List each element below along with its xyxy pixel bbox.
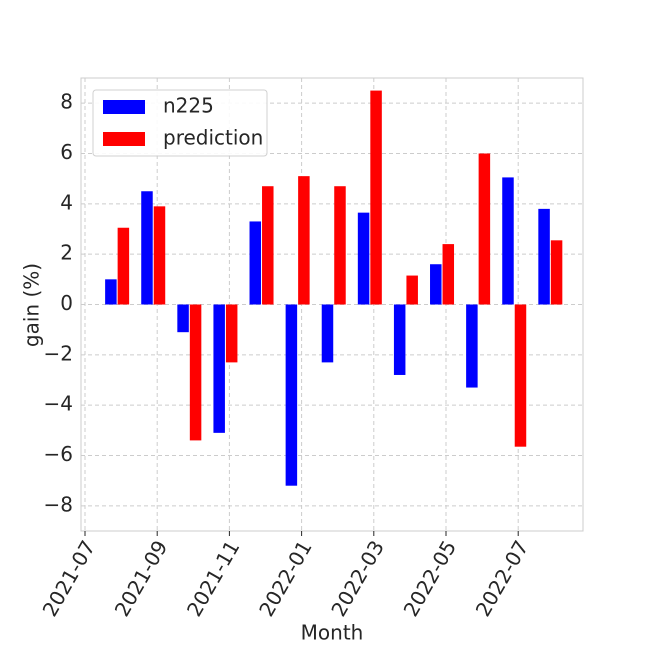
bar	[466, 304, 478, 388]
x-tick-label: 2021-09	[110, 536, 173, 620]
bar	[502, 177, 514, 305]
y-tick-label: 6	[60, 140, 73, 164]
y-tick-label: −4	[44, 392, 73, 416]
x-axis-label: Month	[301, 621, 364, 645]
y-tick-label: −6	[44, 442, 73, 466]
bar	[357, 212, 370, 305]
x-tick-label: 2022-03	[326, 536, 389, 620]
bar	[298, 176, 310, 305]
bar	[225, 304, 238, 363]
bar	[249, 221, 262, 305]
bar	[141, 191, 153, 305]
bar	[514, 304, 527, 447]
bar	[285, 304, 298, 486]
y-tick-label: 2	[60, 241, 73, 265]
bar	[334, 186, 346, 305]
bar	[177, 304, 189, 333]
bar	[105, 279, 117, 305]
bar	[430, 264, 442, 305]
y-tick-label: 0	[60, 291, 73, 315]
bar	[478, 153, 491, 305]
legend-label: n225	[163, 94, 214, 118]
bar	[370, 90, 382, 305]
bar	[117, 227, 130, 305]
y-tick-label: −2	[44, 341, 73, 365]
x-tick-label: 2021-07	[38, 536, 101, 620]
bar	[538, 208, 550, 305]
x-tick-label: 2021-11	[182, 536, 245, 620]
y-axis-label: gain (%)	[20, 263, 44, 347]
x-tick-label: 2022-01	[254, 536, 317, 620]
y-tick-label: −8	[44, 492, 73, 516]
bar	[406, 275, 418, 305]
x-tick-label: 2022-05	[399, 536, 462, 620]
bar	[442, 244, 455, 305]
y-tick-label: 4	[60, 190, 73, 214]
bar	[393, 304, 406, 375]
y-tick-label: 8	[60, 90, 73, 114]
bar	[262, 186, 274, 305]
legend-label: prediction	[163, 126, 263, 150]
x-tick-label: 2022-07	[471, 536, 534, 620]
bar	[189, 304, 202, 441]
bar	[153, 206, 166, 305]
bar	[321, 304, 334, 363]
bar	[213, 304, 225, 433]
legend-swatch	[103, 132, 145, 146]
bar	[550, 240, 563, 305]
legend-swatch	[103, 100, 145, 114]
